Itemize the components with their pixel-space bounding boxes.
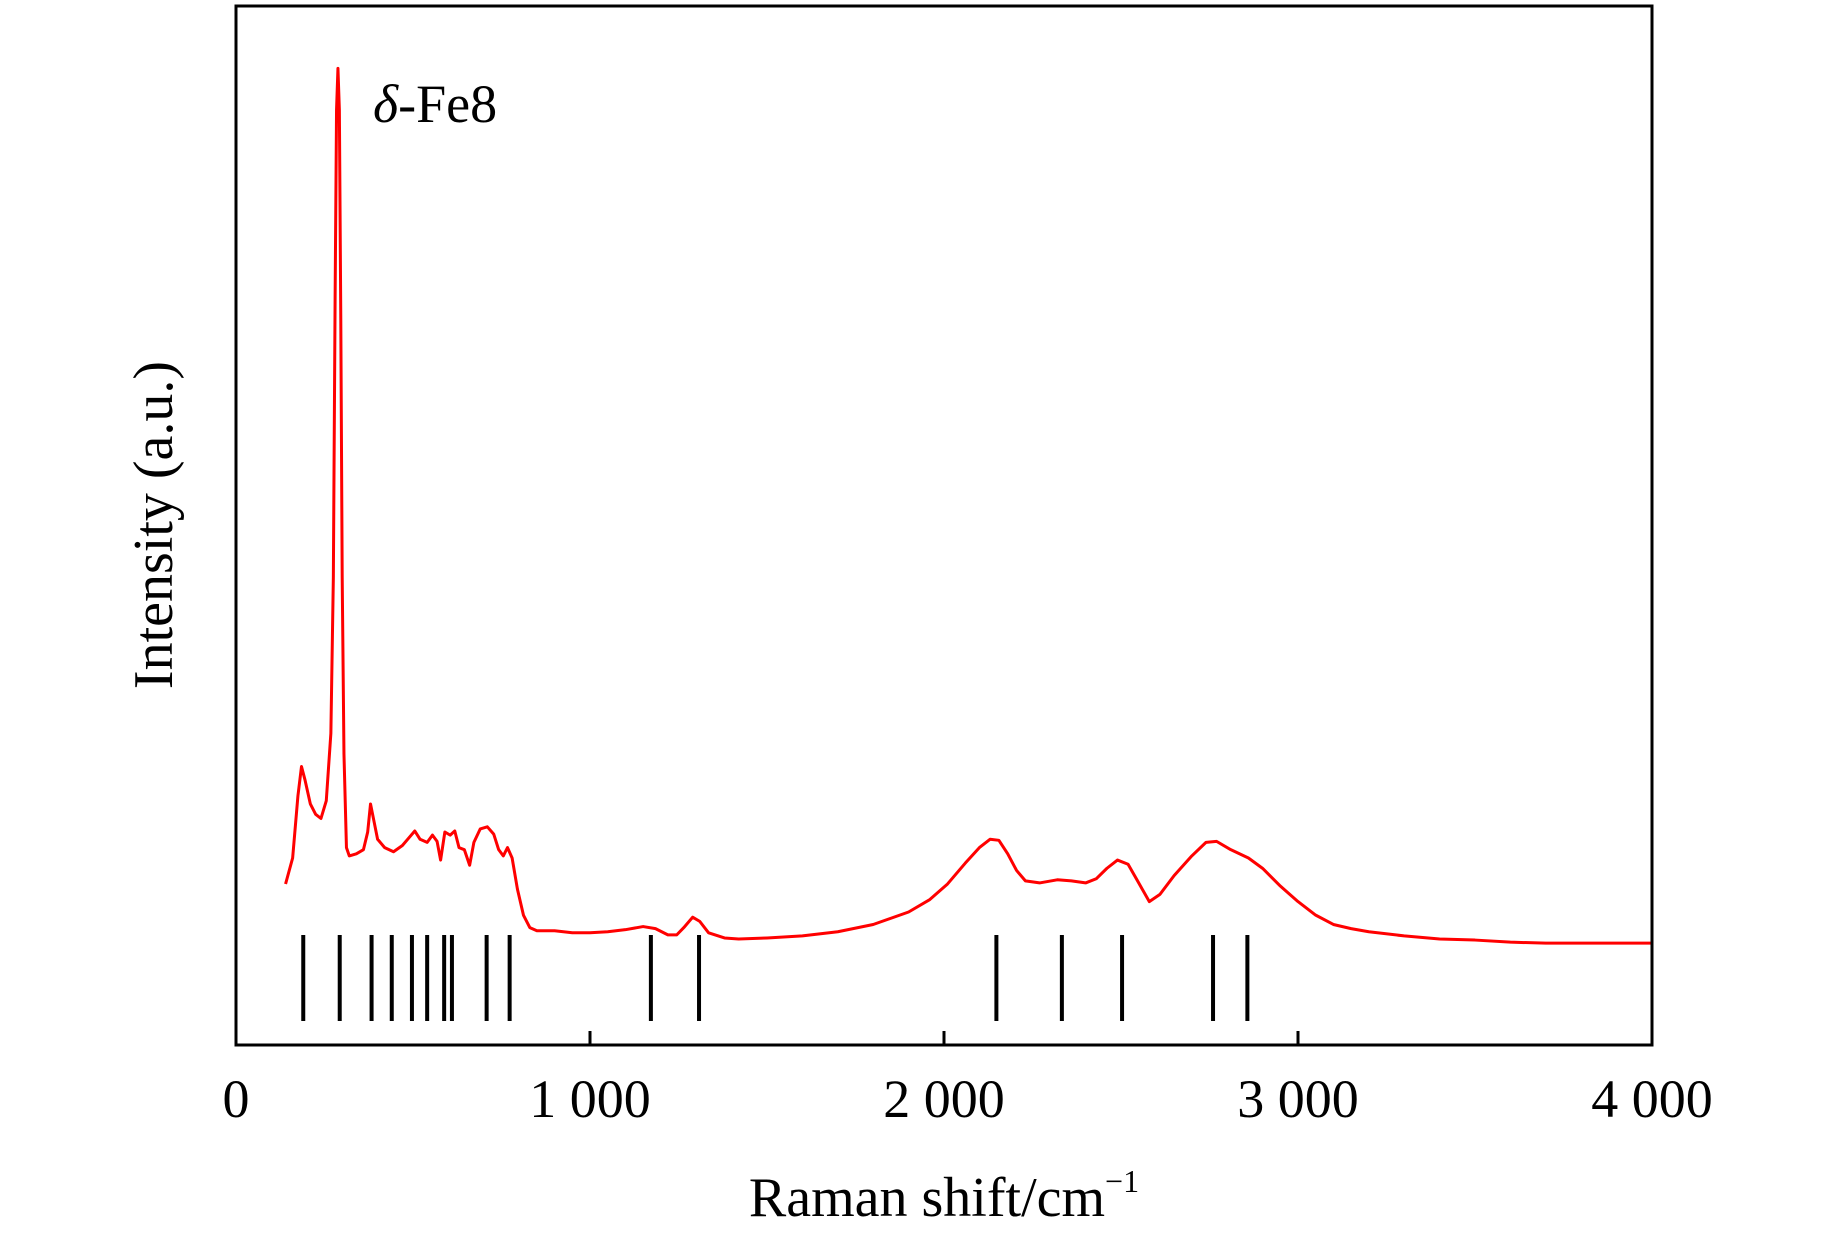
x-tick-group: 0 1 000 2 000 3 000 4 000 <box>223 1031 1713 1129</box>
x-axis-title-superscript: −1 <box>1105 1163 1139 1199</box>
x-tick-label-1: 1 000 <box>529 1069 651 1129</box>
x-tick-label-2: 2 000 <box>883 1069 1005 1129</box>
reference-line-group <box>301 935 1250 1021</box>
x-axis-title: Raman shift/cm−1 <box>749 1163 1139 1229</box>
x-tick-label-3: 3 000 <box>1237 1069 1359 1129</box>
x-tick-label-4: 4 000 <box>1591 1069 1713 1129</box>
y-axis-title: Intensity (a.u.) <box>123 361 185 689</box>
annotation-text: -Fe8 <box>398 74 497 134</box>
annotation-symbol: δ <box>373 74 399 134</box>
x-axis-title-main: Raman shift/cm <box>749 1167 1105 1229</box>
sample-annotation: δ-Fe8 <box>373 74 497 134</box>
plot-frame <box>234 4 1654 1047</box>
x-tick-label-0: 0 <box>223 1069 250 1129</box>
series-line <box>284 66 1652 945</box>
